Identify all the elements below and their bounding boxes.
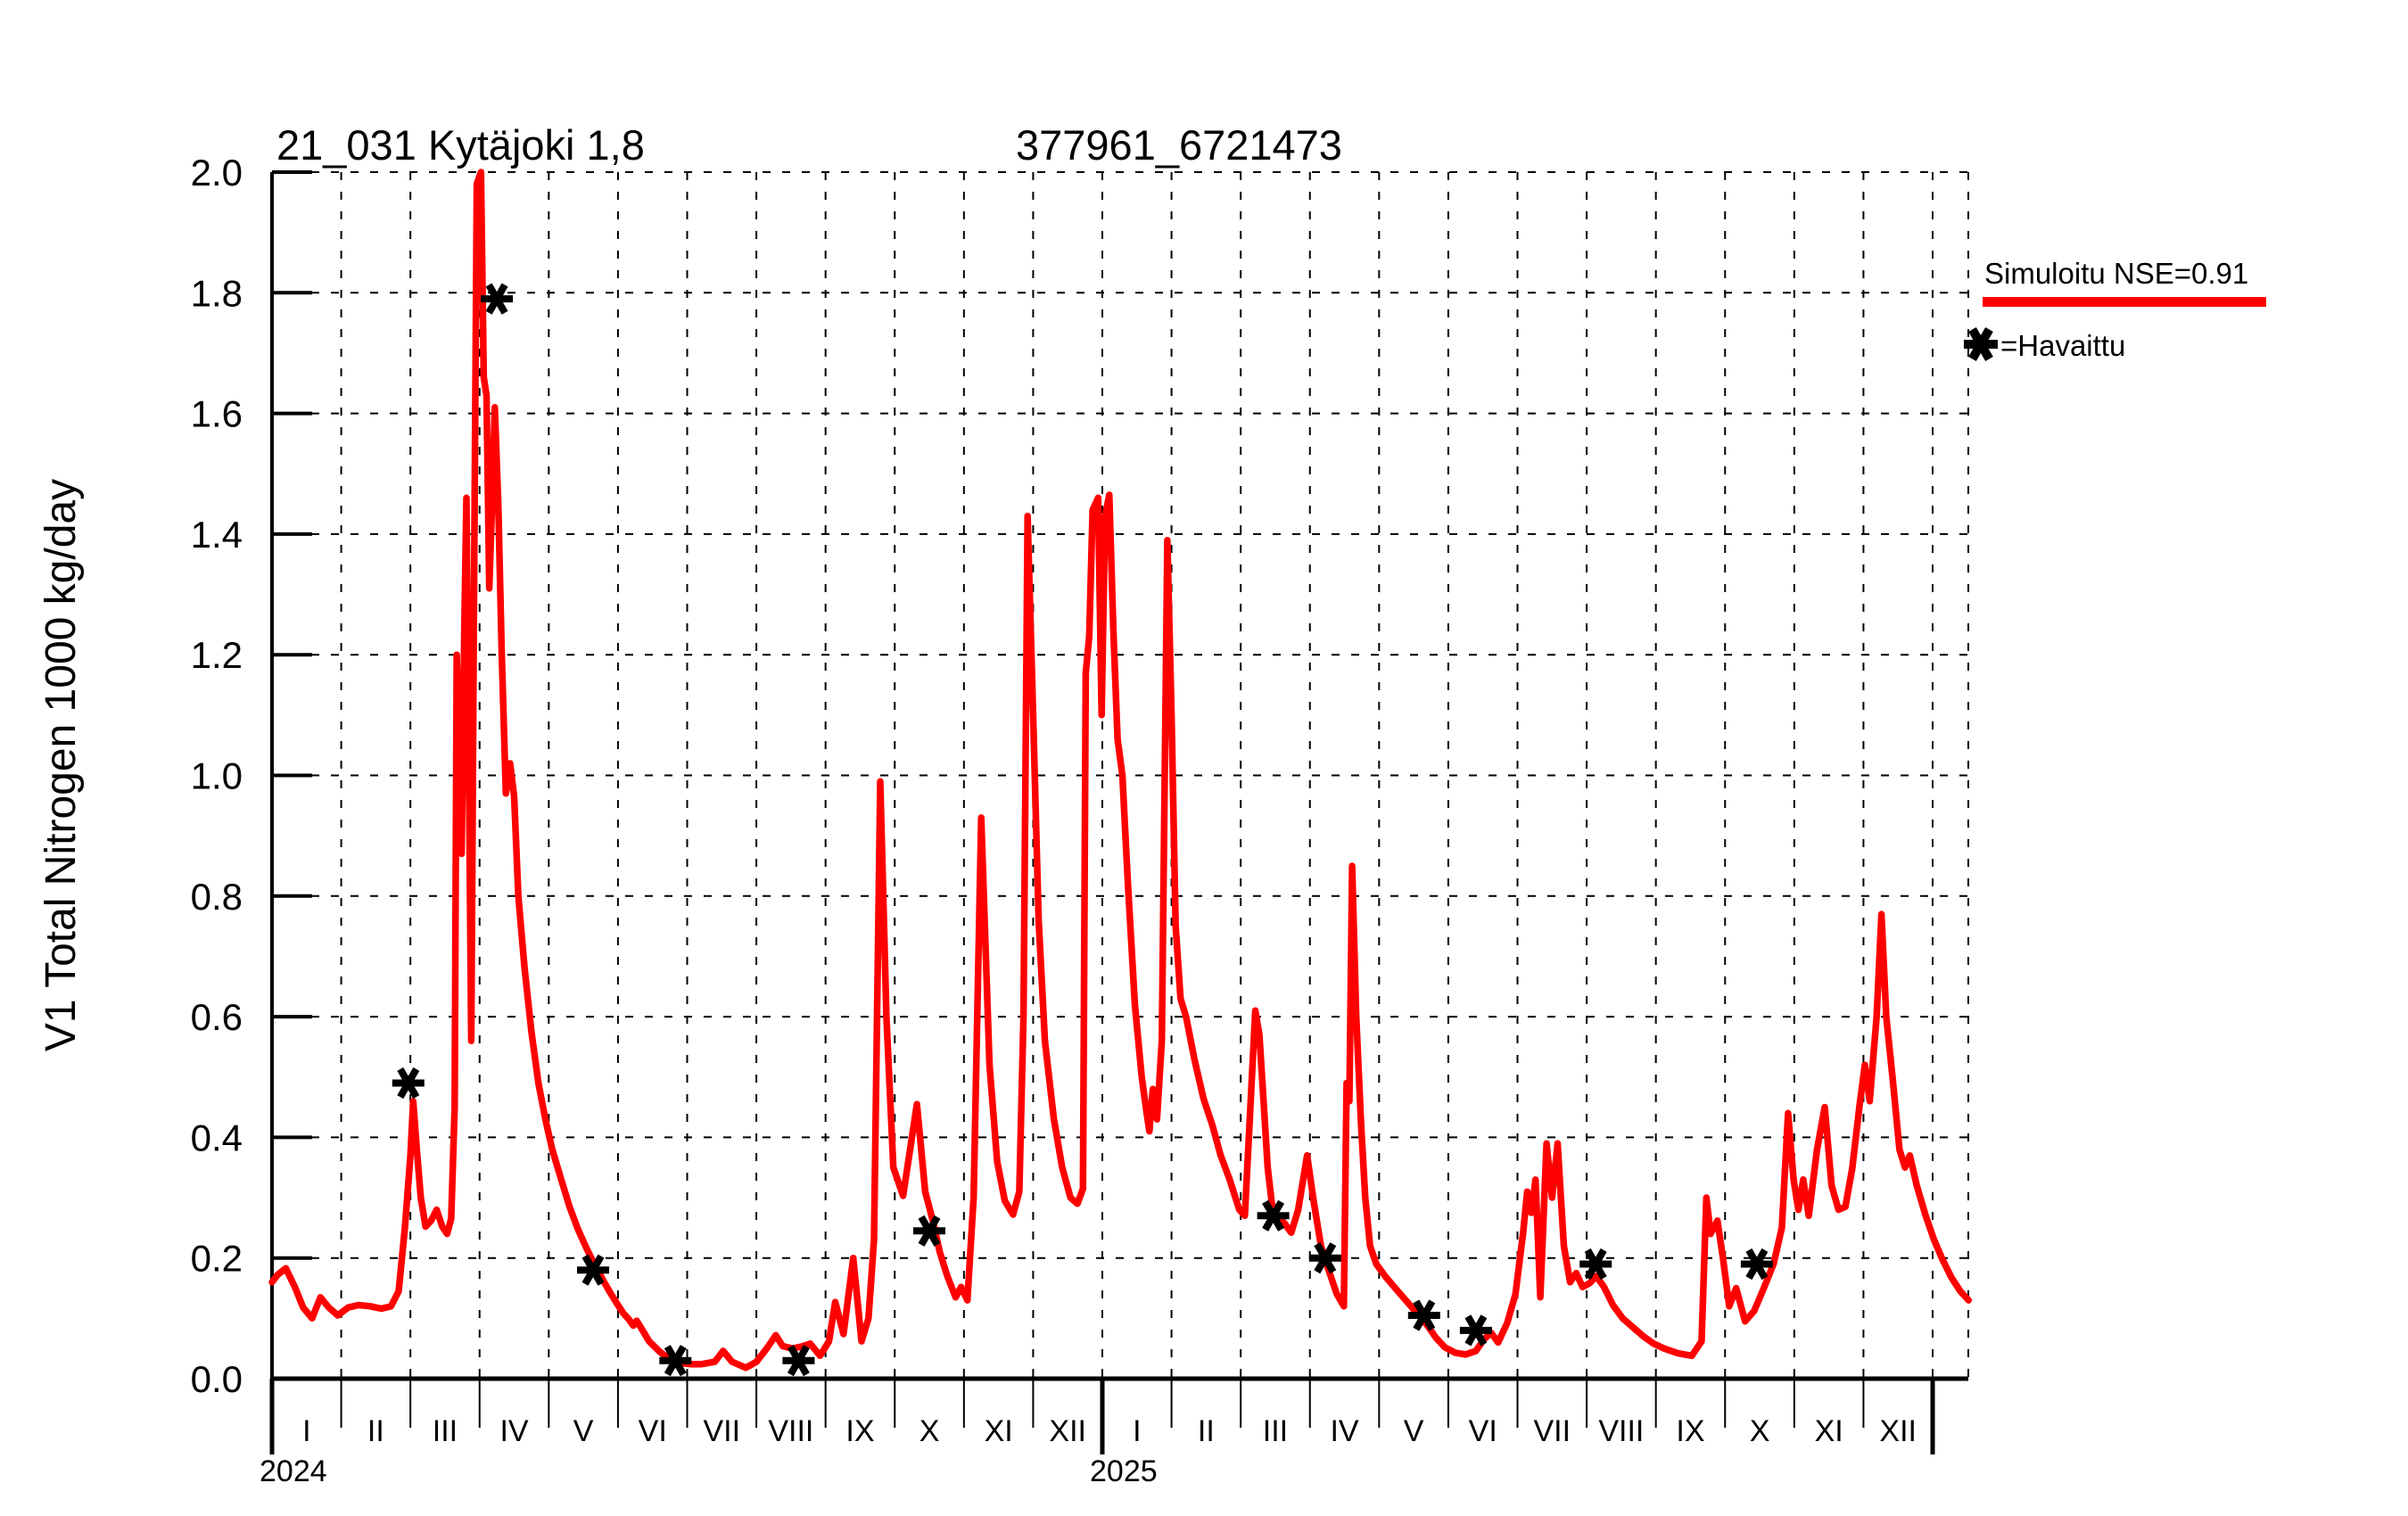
observed-point-marker: [1579, 1248, 1612, 1281]
month-label: X: [919, 1414, 940, 1448]
month-label: IV: [499, 1414, 528, 1448]
y-tick-label: 0.4: [191, 1116, 243, 1158]
month-label: IV: [1330, 1414, 1358, 1448]
observed-point-marker: [913, 1215, 945, 1247]
asterisk-arm: [1584, 1248, 1607, 1281]
month-label: III: [433, 1414, 458, 1448]
asterisk-arm: [1262, 1199, 1285, 1232]
chart-title-station: 21_031 Kytäjoki 1,8: [276, 121, 645, 169]
legend: Simuloitu NSE=0.91 =Havaittu: [1964, 257, 2266, 362]
asterisk-arm: [485, 283, 508, 315]
month-label: VII: [1534, 1414, 1571, 1448]
y-tick-label: 1.2: [191, 634, 243, 676]
observed-point-marker: [1308, 1242, 1341, 1274]
y-tick-label: 0.2: [191, 1238, 243, 1280]
month-label: VIII: [768, 1414, 813, 1448]
y-tick-label: 1.8: [191, 272, 243, 314]
month-label: XII: [1049, 1414, 1086, 1448]
asterisk-arm: [1314, 1242, 1337, 1274]
y-tick-label: 1.6: [191, 393, 243, 435]
observed-point-marker: [659, 1345, 692, 1377]
y-tick-label: 0.0: [191, 1358, 243, 1400]
legend-simulated-label: Simuloitu NSE=0.91: [1984, 257, 2248, 290]
year-label: 2025: [1090, 1454, 1158, 1488]
y-tick-label: 1.4: [191, 514, 243, 556]
observed-point-marker: [392, 1067, 425, 1100]
month-label: V: [1404, 1414, 1424, 1448]
month-label: XI: [1815, 1414, 1843, 1448]
asterisk-arm: [581, 1254, 605, 1286]
observed-point-marker: [782, 1345, 815, 1377]
month-label: X: [1750, 1414, 1770, 1448]
month-label: II: [367, 1414, 384, 1448]
month-label: VI: [1469, 1414, 1497, 1448]
month-label: VII: [704, 1414, 741, 1448]
asterisk-arm: [1464, 1314, 1488, 1347]
y-tick-label: 2.0: [191, 152, 243, 194]
legend-simulated-line-swatch: [1983, 297, 2266, 307]
observed-point-marker: [1459, 1314, 1492, 1347]
legend-observed-label: =Havaittu: [2000, 329, 2125, 362]
y-axis-title: V1 Total Nitrogen 1000 kg/day: [37, 479, 85, 1051]
asterisk-arm: [787, 1345, 810, 1377]
month-label: VIII: [1598, 1414, 1644, 1448]
y-tick-label: 0.8: [191, 876, 243, 918]
month-label: V: [573, 1414, 594, 1448]
month-label: VI: [639, 1414, 667, 1448]
month-label: I: [1133, 1414, 1141, 1448]
month-label: II: [1198, 1414, 1215, 1448]
observed-point-marker: [1257, 1199, 1290, 1232]
asterisk-arm: [1968, 327, 1993, 361]
year-label: 2024: [260, 1454, 327, 1488]
y-tick-label: 0.6: [191, 996, 243, 1038]
observed-point-marker: [481, 283, 514, 315]
observed-point-marker: [1407, 1299, 1440, 1331]
month-label: IX: [1676, 1414, 1704, 1448]
asterisk-arm: [1745, 1248, 1769, 1281]
chart-generated-layer: 0.00.20.40.60.81.01.21.41.61.82.0I II III I…: [191, 152, 1973, 1488]
observed-point-marker: [1740, 1248, 1773, 1281]
asterisk-arm: [397, 1067, 420, 1100]
month-label: I: [302, 1414, 310, 1448]
observed-point-marker: [577, 1254, 609, 1286]
simulated-series-line: [268, 169, 1973, 1372]
legend-observed-asterisk-icon: [1964, 327, 1998, 361]
asterisk-arm: [664, 1345, 687, 1377]
month-label: III: [1263, 1414, 1288, 1448]
month-label: XI: [985, 1414, 1013, 1448]
asterisk-arm: [918, 1215, 941, 1247]
asterisk-arm: [1413, 1299, 1436, 1331]
month-label: XII: [1879, 1414, 1917, 1448]
chart-title-coordinates: 377961_6721473: [1016, 121, 1342, 169]
y-tick-label: 1.0: [191, 755, 243, 797]
month-label: IX: [845, 1414, 874, 1448]
